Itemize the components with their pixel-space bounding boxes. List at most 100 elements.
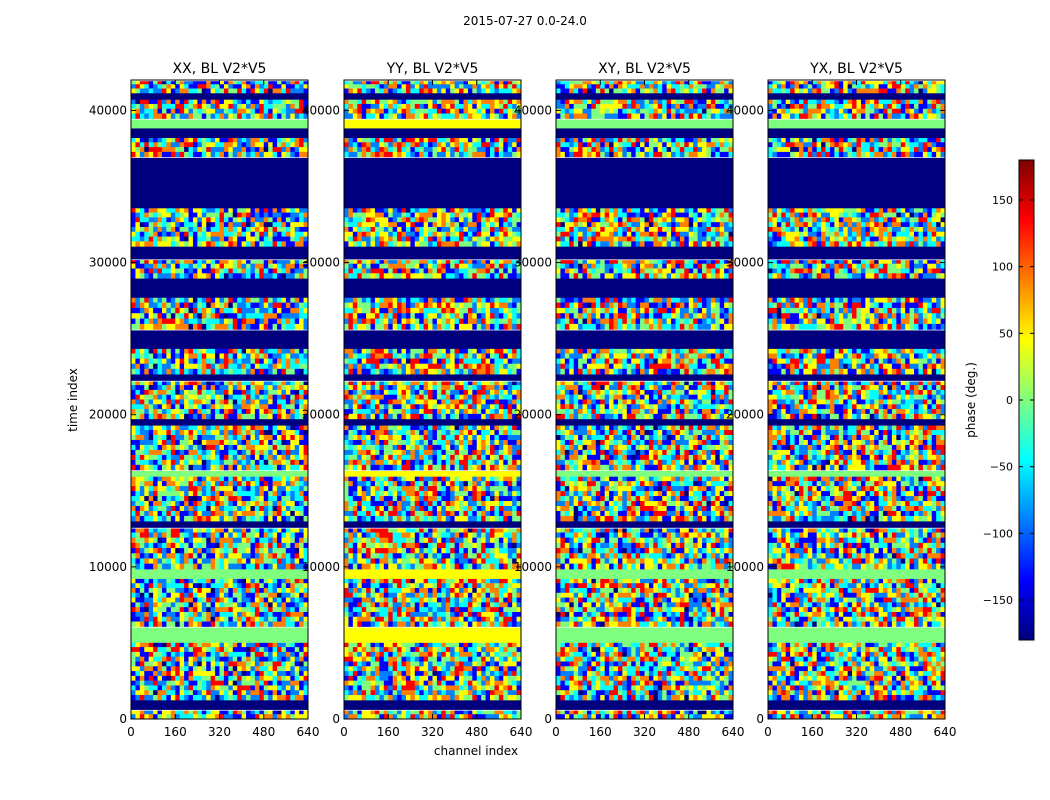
heatmap-cell bbox=[516, 680, 522, 686]
heatmap-cell bbox=[285, 690, 291, 696]
heatmap-cell bbox=[246, 368, 251, 375]
heatmap-cell bbox=[299, 241, 305, 247]
heatmap-cell bbox=[232, 486, 238, 492]
heatmap-band bbox=[344, 699, 521, 706]
heatmap-cell bbox=[450, 690, 456, 696]
heatmap-cell bbox=[268, 212, 274, 218]
heatmap-cell bbox=[215, 380, 220, 386]
heatmap-cell bbox=[250, 527, 256, 533]
heatmap-cell bbox=[215, 464, 220, 471]
heatmap-cell bbox=[170, 394, 176, 400]
heatmap-cell bbox=[232, 607, 238, 613]
heatmap-cell bbox=[246, 318, 251, 325]
heatmap-cell bbox=[481, 666, 487, 672]
heatmap-cell bbox=[303, 389, 309, 396]
heatmap-cell bbox=[215, 491, 220, 497]
heatmap-cell bbox=[206, 621, 212, 627]
heatmap-cell bbox=[428, 709, 433, 715]
heatmap-cell bbox=[215, 661, 220, 667]
heatmap-cell bbox=[188, 394, 194, 400]
heatmap-cell bbox=[436, 527, 442, 533]
heatmap-cell bbox=[357, 607, 363, 613]
heatmap-cell bbox=[197, 496, 203, 502]
heatmap-cell bbox=[294, 444, 300, 451]
heatmap-cell bbox=[232, 368, 238, 375]
heatmap-cell bbox=[232, 435, 238, 441]
heatmap-cell bbox=[175, 113, 181, 119]
heatmap-cell bbox=[237, 481, 243, 487]
heatmap-cell bbox=[188, 147, 194, 153]
heatmap-cell bbox=[188, 435, 194, 441]
heatmap-cell bbox=[410, 527, 416, 533]
heatmap-cell bbox=[374, 537, 380, 544]
heatmap-cell bbox=[157, 506, 163, 512]
heatmap-cell bbox=[281, 236, 287, 242]
heatmap-cell bbox=[467, 661, 473, 667]
heatmap-cell bbox=[405, 647, 411, 653]
heatmap-cell bbox=[299, 695, 305, 701]
heatmap-cell bbox=[246, 553, 251, 559]
heatmap-cell bbox=[179, 656, 185, 662]
heatmap-cell bbox=[153, 222, 159, 228]
heatmap-cell bbox=[490, 714, 495, 720]
heatmap-cell bbox=[414, 553, 420, 559]
heatmap-cell bbox=[299, 680, 305, 686]
heatmap-cell bbox=[215, 616, 220, 623]
heatmap-cell bbox=[215, 263, 220, 270]
heatmap-cell bbox=[303, 241, 309, 247]
heatmap-cell bbox=[232, 602, 238, 608]
heatmap-gap bbox=[344, 626, 521, 628]
heatmap-cell bbox=[135, 212, 141, 218]
heatmap-cell bbox=[383, 621, 389, 627]
heatmap-cell bbox=[432, 651, 438, 658]
heatmap-cell bbox=[246, 583, 251, 589]
heatmap-cell bbox=[135, 348, 141, 354]
heatmap-cell bbox=[379, 583, 385, 589]
heatmap-cell bbox=[303, 690, 309, 696]
heatmap-cell bbox=[450, 647, 456, 653]
heatmap-cell bbox=[148, 137, 154, 143]
heatmap-cell bbox=[197, 444, 203, 451]
heatmap-cell bbox=[241, 226, 247, 233]
heatmap-cell bbox=[428, 542, 433, 549]
heatmap-cell bbox=[206, 399, 212, 405]
heatmap-cell bbox=[454, 527, 460, 533]
heatmap-cell bbox=[268, 363, 274, 370]
heatmap-cell bbox=[237, 389, 243, 396]
heatmap-cell bbox=[184, 542, 190, 549]
heatmap-cell bbox=[179, 207, 185, 214]
heatmap-cell bbox=[175, 642, 181, 648]
heatmap-cell bbox=[232, 413, 238, 420]
heatmap-cell bbox=[294, 380, 300, 386]
heatmap-cell bbox=[290, 137, 296, 143]
heatmap-cell bbox=[459, 542, 464, 549]
heatmap-cell bbox=[352, 537, 358, 544]
heatmap-cell bbox=[370, 675, 376, 682]
heatmap-cell bbox=[144, 103, 150, 110]
heatmap-cell bbox=[352, 553, 358, 559]
heatmap-cell bbox=[507, 542, 513, 549]
heatmap-cell bbox=[348, 558, 354, 565]
heatmap-cell bbox=[166, 389, 172, 396]
heatmap-cell bbox=[175, 302, 181, 309]
heatmap-cell bbox=[228, 217, 234, 223]
heatmap-cell bbox=[131, 212, 136, 218]
heatmap-cell bbox=[157, 647, 163, 653]
heatmap-cell bbox=[206, 597, 212, 603]
heatmap-cell bbox=[281, 444, 287, 451]
heatmap-cell bbox=[294, 439, 300, 446]
heatmap-cell bbox=[139, 363, 145, 370]
heatmap-cell bbox=[206, 695, 212, 701]
heatmap-cell bbox=[175, 212, 181, 218]
heatmap-cell bbox=[294, 459, 300, 466]
heatmap-cell bbox=[397, 651, 403, 658]
heatmap-cell bbox=[379, 537, 385, 544]
heatmap-cell bbox=[135, 273, 141, 279]
heatmap-cell bbox=[246, 486, 251, 492]
heatmap-cell bbox=[268, 241, 274, 247]
heatmap-cell bbox=[197, 459, 203, 466]
heatmap-cell bbox=[201, 548, 207, 554]
heatmap-cell bbox=[516, 685, 522, 691]
heatmap-cell bbox=[188, 542, 194, 549]
heatmap-cell bbox=[277, 616, 282, 623]
